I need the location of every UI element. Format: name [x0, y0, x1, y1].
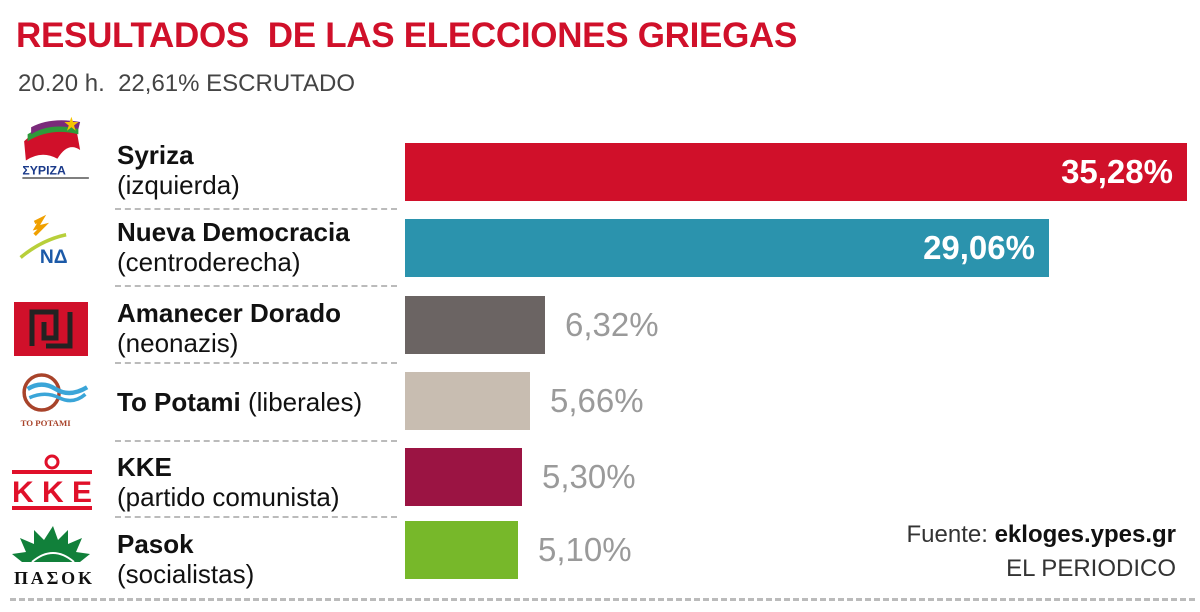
party-label-golden-dawn: Amanecer Dorado (neonazis)	[117, 298, 341, 358]
row-divider	[115, 362, 397, 364]
party-label-kke: KKE (partido comunista)	[117, 452, 340, 512]
value-label: 29,06%	[923, 229, 1035, 266]
bar-kke	[405, 448, 522, 506]
bar-pasok	[405, 521, 518, 579]
bar-amanecer-dorado	[405, 296, 545, 354]
golden-dawn-logo-icon	[14, 302, 88, 356]
svg-text:TO POTAMI: TO POTAMI	[21, 418, 72, 428]
party-label-potami: To Potami (liberales)	[117, 387, 363, 417]
chart-title: RESULTADOS DE LAS ELECCIONES GRIEGAS	[16, 16, 798, 55]
row-divider	[115, 516, 397, 518]
value-label: 35,28%	[1061, 153, 1173, 190]
svg-text:KKE: KKE	[12, 476, 92, 509]
source-value: ekloges.ypes.gr	[994, 521, 1176, 548]
row-divider	[115, 440, 397, 442]
bar-nueva-democracia	[405, 219, 1049, 277]
svg-text:ΝΔ: ΝΔ	[40, 247, 68, 268]
row-divider	[115, 285, 397, 287]
party-label-pasok: Pasok (socialistas)	[117, 529, 255, 589]
potami-logo-icon: TO POTAMI	[21, 373, 89, 428]
row-divider	[115, 208, 397, 210]
svg-text:ΠΑΣΟΚ: ΠΑΣΟΚ	[14, 568, 92, 588]
value-label: 6,32%	[565, 306, 659, 343]
party-label-nd: Nueva Democracia (centroderecha)	[117, 217, 350, 277]
value-label: 5,30%	[542, 458, 636, 495]
syriza-logo-icon: ΣΥΡΙΖΑ	[22, 116, 89, 179]
publisher: EL PERIODICO	[1006, 555, 1176, 582]
party-label-syriza: Syriza (izquierda)	[117, 140, 240, 200]
value-label: 5,10%	[538, 531, 632, 568]
nd-logo-icon: ΝΔ	[19, 214, 68, 268]
kke-logo-icon: KKE	[12, 454, 92, 510]
bar-syriza	[405, 143, 1187, 201]
bar-to-potami	[405, 372, 530, 430]
bottom-divider	[10, 598, 1195, 601]
pasok-logo-icon: ΠΑΣΟΚ	[12, 526, 92, 588]
chart-subtitle: 20.20 h. 22,61% ESCRUTADO	[18, 70, 356, 97]
svg-text:ΣΥΡΙΖΑ: ΣΥΡΙΖΑ	[22, 164, 66, 178]
source-note: Fuente: ekloges.ypes.gr EL PERIODICO	[907, 518, 1176, 586]
value-label: 5,66%	[550, 382, 644, 419]
source-label: Fuente:	[906, 521, 988, 548]
